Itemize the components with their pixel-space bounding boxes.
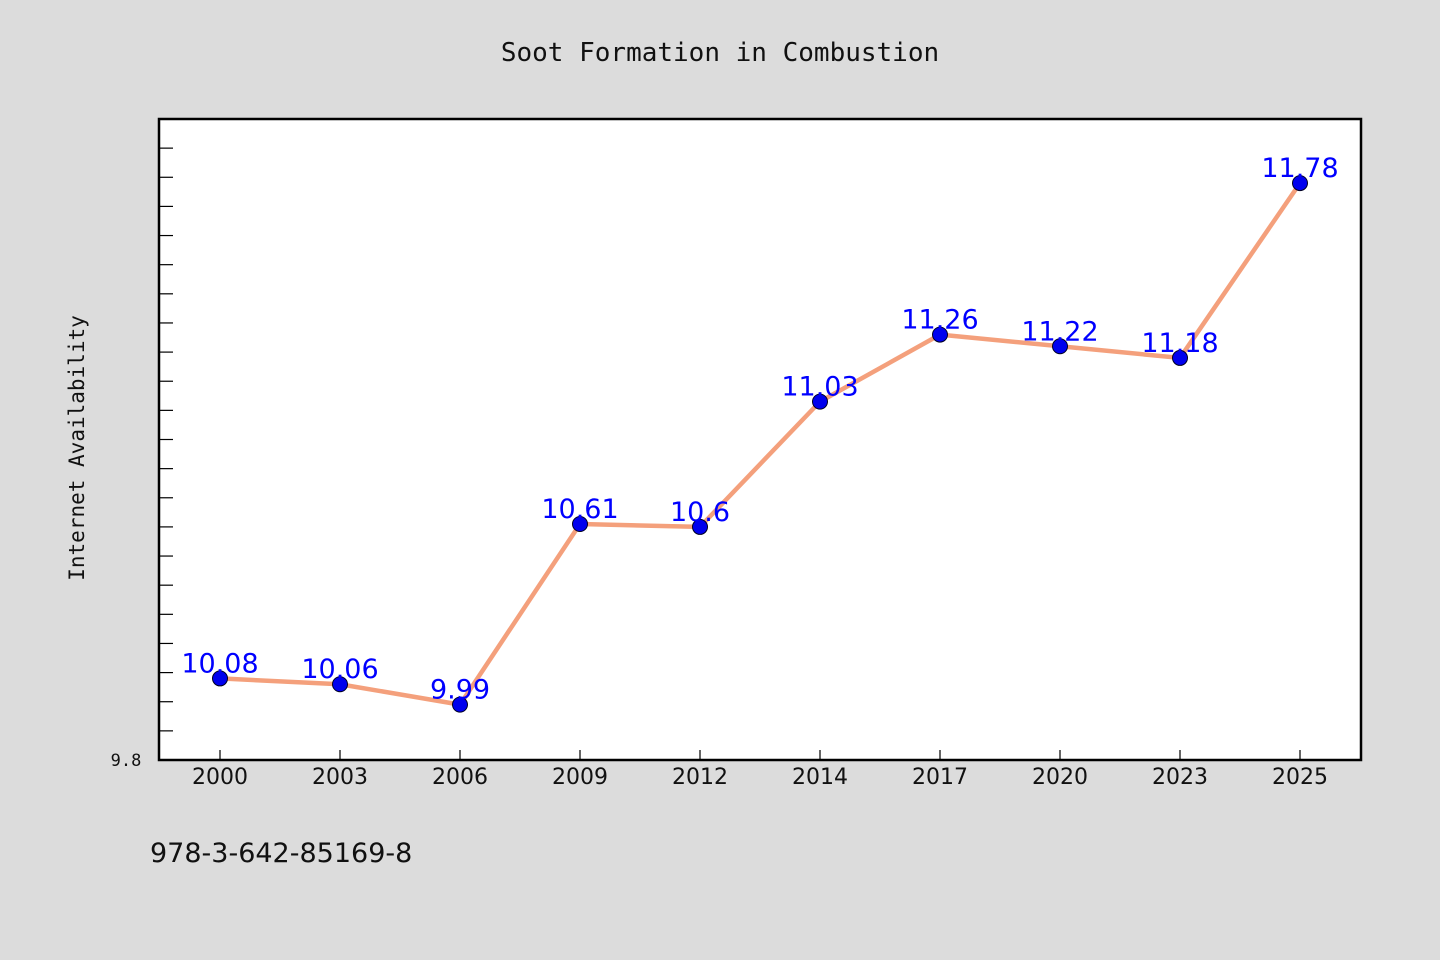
data-point bbox=[692, 518, 708, 535]
data-label: 10.08 bbox=[181, 648, 258, 679]
data-label: 11.03 bbox=[781, 372, 858, 403]
data-point bbox=[1052, 338, 1068, 355]
x-axis-ticks bbox=[219, 750, 1301, 760]
x-tick-label: 2023 bbox=[1152, 765, 1208, 790]
data-point bbox=[1172, 349, 1188, 366]
y-tick-label: 9.8 bbox=[111, 751, 142, 771]
data-point bbox=[932, 326, 948, 343]
data-labels: 10.08 10.06 9.99 10.61 10.6 11.03 11.26 11.22 11… bbox=[181, 153, 1338, 706]
data-label: 11.18 bbox=[1141, 328, 1218, 359]
x-tick-label: 2017 bbox=[912, 765, 968, 790]
data-point bbox=[1292, 175, 1308, 192]
x-tick-label: 2003 bbox=[312, 765, 368, 790]
x-tick-label: 2006 bbox=[432, 765, 488, 790]
x-tick-label: 2000 bbox=[192, 765, 248, 790]
data-point bbox=[452, 696, 468, 713]
series-markers bbox=[212, 175, 1308, 713]
data-label: 10.6 bbox=[670, 497, 730, 528]
x-tick-label: 2009 bbox=[552, 765, 608, 790]
x-tick-label: 2025 bbox=[1272, 765, 1328, 790]
data-point bbox=[572, 515, 588, 532]
x-tick-label: 2020 bbox=[1032, 765, 1088, 790]
data-label: 11.26 bbox=[901, 305, 978, 336]
data-point bbox=[212, 670, 228, 687]
data-label: 10.61 bbox=[541, 494, 618, 525]
plot-area bbox=[157, 117, 1363, 762]
data-label: 11.22 bbox=[1021, 316, 1098, 347]
series-line bbox=[217, 180, 1303, 707]
data-label: 10.06 bbox=[301, 654, 378, 685]
chart-title: Soot Formation in Combustion bbox=[501, 38, 939, 68]
x-axis-labels: 2000 2003 2006 2009 2012 2014 2017 2020 2023 2025 bbox=[192, 765, 1328, 790]
y-axis-ticks bbox=[159, 147, 173, 761]
data-label: 11.78 bbox=[1261, 153, 1338, 184]
x-tick-label: 2014 bbox=[792, 765, 848, 790]
data-point bbox=[812, 393, 828, 410]
data-label: 9.99 bbox=[430, 675, 490, 706]
y-axis-label: Internet Availability bbox=[65, 315, 89, 581]
data-point bbox=[332, 676, 348, 693]
isbn-label: 978-3-642-85169-8 bbox=[150, 838, 412, 869]
x-tick-label: 2012 bbox=[672, 765, 728, 790]
